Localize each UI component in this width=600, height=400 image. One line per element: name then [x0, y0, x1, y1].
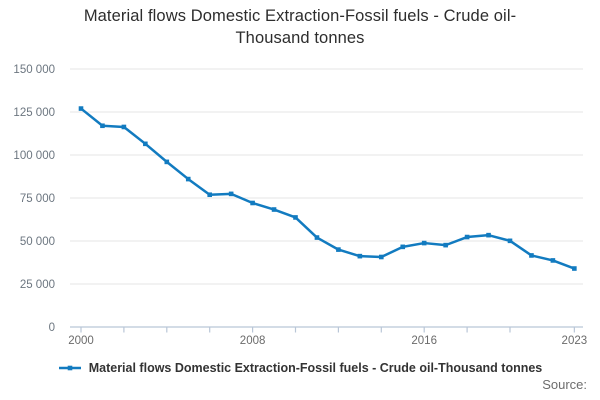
x-tick-label: 2008	[240, 335, 266, 347]
data-point-2004[interactable]	[164, 159, 170, 165]
data-point-2011[interactable]	[314, 235, 320, 240]
y-tick-label: 100 000	[13, 150, 55, 162]
y-tick-label: 0	[49, 322, 55, 334]
y-tick-label: 25 000	[20, 279, 55, 291]
data-point-2023[interactable]	[572, 266, 577, 271]
data-point-2001[interactable]	[100, 123, 105, 129]
data-point-2012[interactable]	[336, 247, 341, 252]
y-tick-label: 150 000	[13, 64, 55, 76]
data-point-2007[interactable]	[228, 191, 234, 197]
series-line[interactable]	[80, 107, 575, 270]
data-point-2017[interactable]	[443, 242, 448, 248]
data-point-2018[interactable]	[464, 234, 470, 240]
data-point-2020[interactable]	[507, 238, 513, 244]
data-point-2016[interactable]	[421, 240, 427, 246]
data-point-2015[interactable]	[400, 244, 406, 250]
data-point-2005[interactable]	[185, 176, 191, 182]
data-point-2021[interactable]	[529, 253, 534, 258]
data-point-2000[interactable]	[78, 106, 84, 111]
data-point-2009[interactable]	[271, 207, 277, 212]
data-point-2008[interactable]	[250, 200, 255, 206]
x-tick-label: 2023	[562, 335, 588, 347]
source-label: Source:	[542, 377, 587, 392]
x-tick-label: 2016	[411, 335, 437, 347]
data-point-2013[interactable]	[357, 253, 363, 259]
chart-title: Material flows Domestic Extraction-Fossi…	[83, 7, 517, 47]
legend[interactable]: Material flows Domestic Extraction-Fossi…	[0, 361, 600, 375]
data-point-2003[interactable]	[143, 141, 148, 147]
legend-marker-point	[67, 365, 73, 371]
y-tick-label: 75 000	[20, 193, 55, 205]
y-tick-label: 50 000	[20, 236, 55, 248]
data-point-2006[interactable]	[207, 192, 212, 198]
data-point-2014[interactable]	[379, 254, 384, 260]
data-point-2022[interactable]	[550, 258, 556, 263]
x-tick-label: 2000	[68, 335, 94, 347]
data-point-2019[interactable]	[486, 232, 491, 238]
y-tick-label: 125 000	[13, 107, 55, 119]
legend-label: Material flows Domestic Extraction-Fossi…	[88, 361, 543, 375]
data-point-2002[interactable]	[121, 124, 127, 130]
data-point-2010[interactable]	[293, 215, 298, 220]
legend-line-marker-icon	[58, 365, 81, 371]
